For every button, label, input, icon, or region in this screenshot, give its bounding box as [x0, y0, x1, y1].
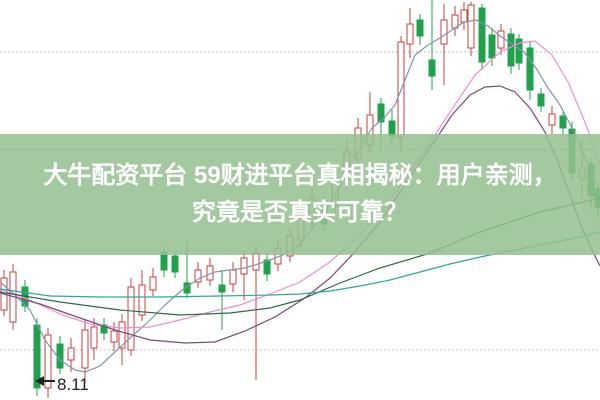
- headline-banner: 大牛配资平台 59财进平台真相揭秘：用户亲测， 究竟是否真实可靠？: [0, 134, 600, 255]
- headline-line-1: 大牛配资平台 59财进平台真相揭秘：用户亲测，: [43, 162, 557, 189]
- headline-line-2: 究竟是否真实可靠？: [192, 199, 408, 226]
- low-price-label: 8.11: [57, 375, 89, 394]
- low-annotation: 8.11: [35, 375, 89, 394]
